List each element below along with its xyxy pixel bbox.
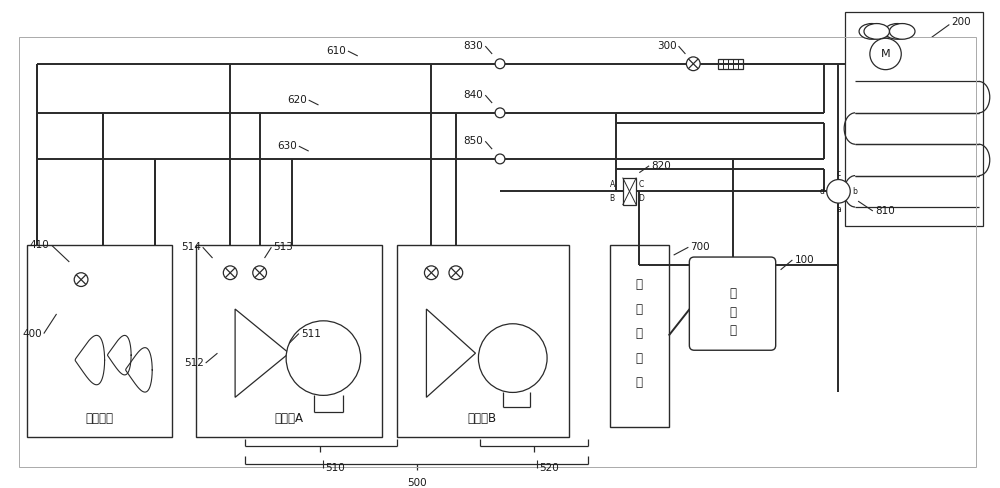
Ellipse shape <box>859 23 885 39</box>
Bar <box>718 59 743 69</box>
Circle shape <box>495 59 505 69</box>
Circle shape <box>223 266 237 280</box>
Circle shape <box>827 180 850 203</box>
Bar <box>397 245 569 437</box>
Text: 520: 520 <box>539 463 559 473</box>
Circle shape <box>253 266 267 280</box>
Text: 514: 514 <box>181 242 201 252</box>
Text: 610: 610 <box>326 46 346 56</box>
Text: d: d <box>820 187 825 196</box>
Bar <box>610 245 669 427</box>
Text: 510: 510 <box>325 463 345 473</box>
Polygon shape <box>426 309 475 397</box>
Text: A: A <box>610 180 615 189</box>
Bar <box>19 37 976 467</box>
Text: c: c <box>836 168 841 178</box>
Text: 511: 511 <box>301 328 321 339</box>
Circle shape <box>74 273 88 286</box>
Text: 512: 512 <box>184 358 204 368</box>
Text: 分: 分 <box>636 327 643 340</box>
Text: 300: 300 <box>657 41 677 51</box>
Text: 器: 器 <box>636 376 643 389</box>
Text: 620: 620 <box>287 95 307 105</box>
Text: 200: 200 <box>951 17 971 26</box>
Circle shape <box>495 154 505 164</box>
Text: 气: 气 <box>636 278 643 291</box>
Text: 压: 压 <box>729 287 736 300</box>
Text: 液: 液 <box>636 303 643 316</box>
Text: 室内机A: 室内机A <box>275 412 304 426</box>
Text: 700: 700 <box>690 242 710 252</box>
Text: B: B <box>610 194 615 203</box>
Circle shape <box>870 38 901 70</box>
Text: b: b <box>852 187 857 196</box>
Bar <box>196 245 382 437</box>
Circle shape <box>478 324 547 392</box>
Text: 840: 840 <box>464 90 483 100</box>
Circle shape <box>286 321 361 395</box>
FancyBboxPatch shape <box>689 257 776 350</box>
Text: 100: 100 <box>794 255 814 265</box>
Bar <box>623 178 636 205</box>
Ellipse shape <box>864 23 889 39</box>
Ellipse shape <box>885 23 910 39</box>
Bar <box>845 12 983 225</box>
Text: M: M <box>881 49 890 59</box>
Text: 513: 513 <box>273 242 293 252</box>
Text: 缩: 缩 <box>729 306 736 320</box>
Text: 830: 830 <box>464 41 483 51</box>
Text: 630: 630 <box>277 141 297 151</box>
Text: 400: 400 <box>22 328 42 339</box>
Polygon shape <box>235 309 289 397</box>
Circle shape <box>424 266 438 280</box>
Text: 室内机B: 室内机B <box>468 412 497 426</box>
Text: 500: 500 <box>407 478 426 488</box>
Circle shape <box>449 266 463 280</box>
Text: C: C <box>638 180 644 189</box>
Circle shape <box>495 108 505 118</box>
Text: 820: 820 <box>651 161 671 171</box>
Text: 离: 离 <box>636 351 643 365</box>
Circle shape <box>686 57 700 71</box>
Text: D: D <box>638 194 644 203</box>
Text: 机: 机 <box>729 324 736 337</box>
Bar <box>27 245 172 437</box>
Text: 850: 850 <box>464 136 483 146</box>
Text: 810: 810 <box>875 206 895 216</box>
Text: a: a <box>836 205 841 214</box>
Text: 蓄热装置: 蓄热装置 <box>86 412 114 426</box>
Ellipse shape <box>889 23 915 39</box>
Text: 410: 410 <box>30 240 50 250</box>
